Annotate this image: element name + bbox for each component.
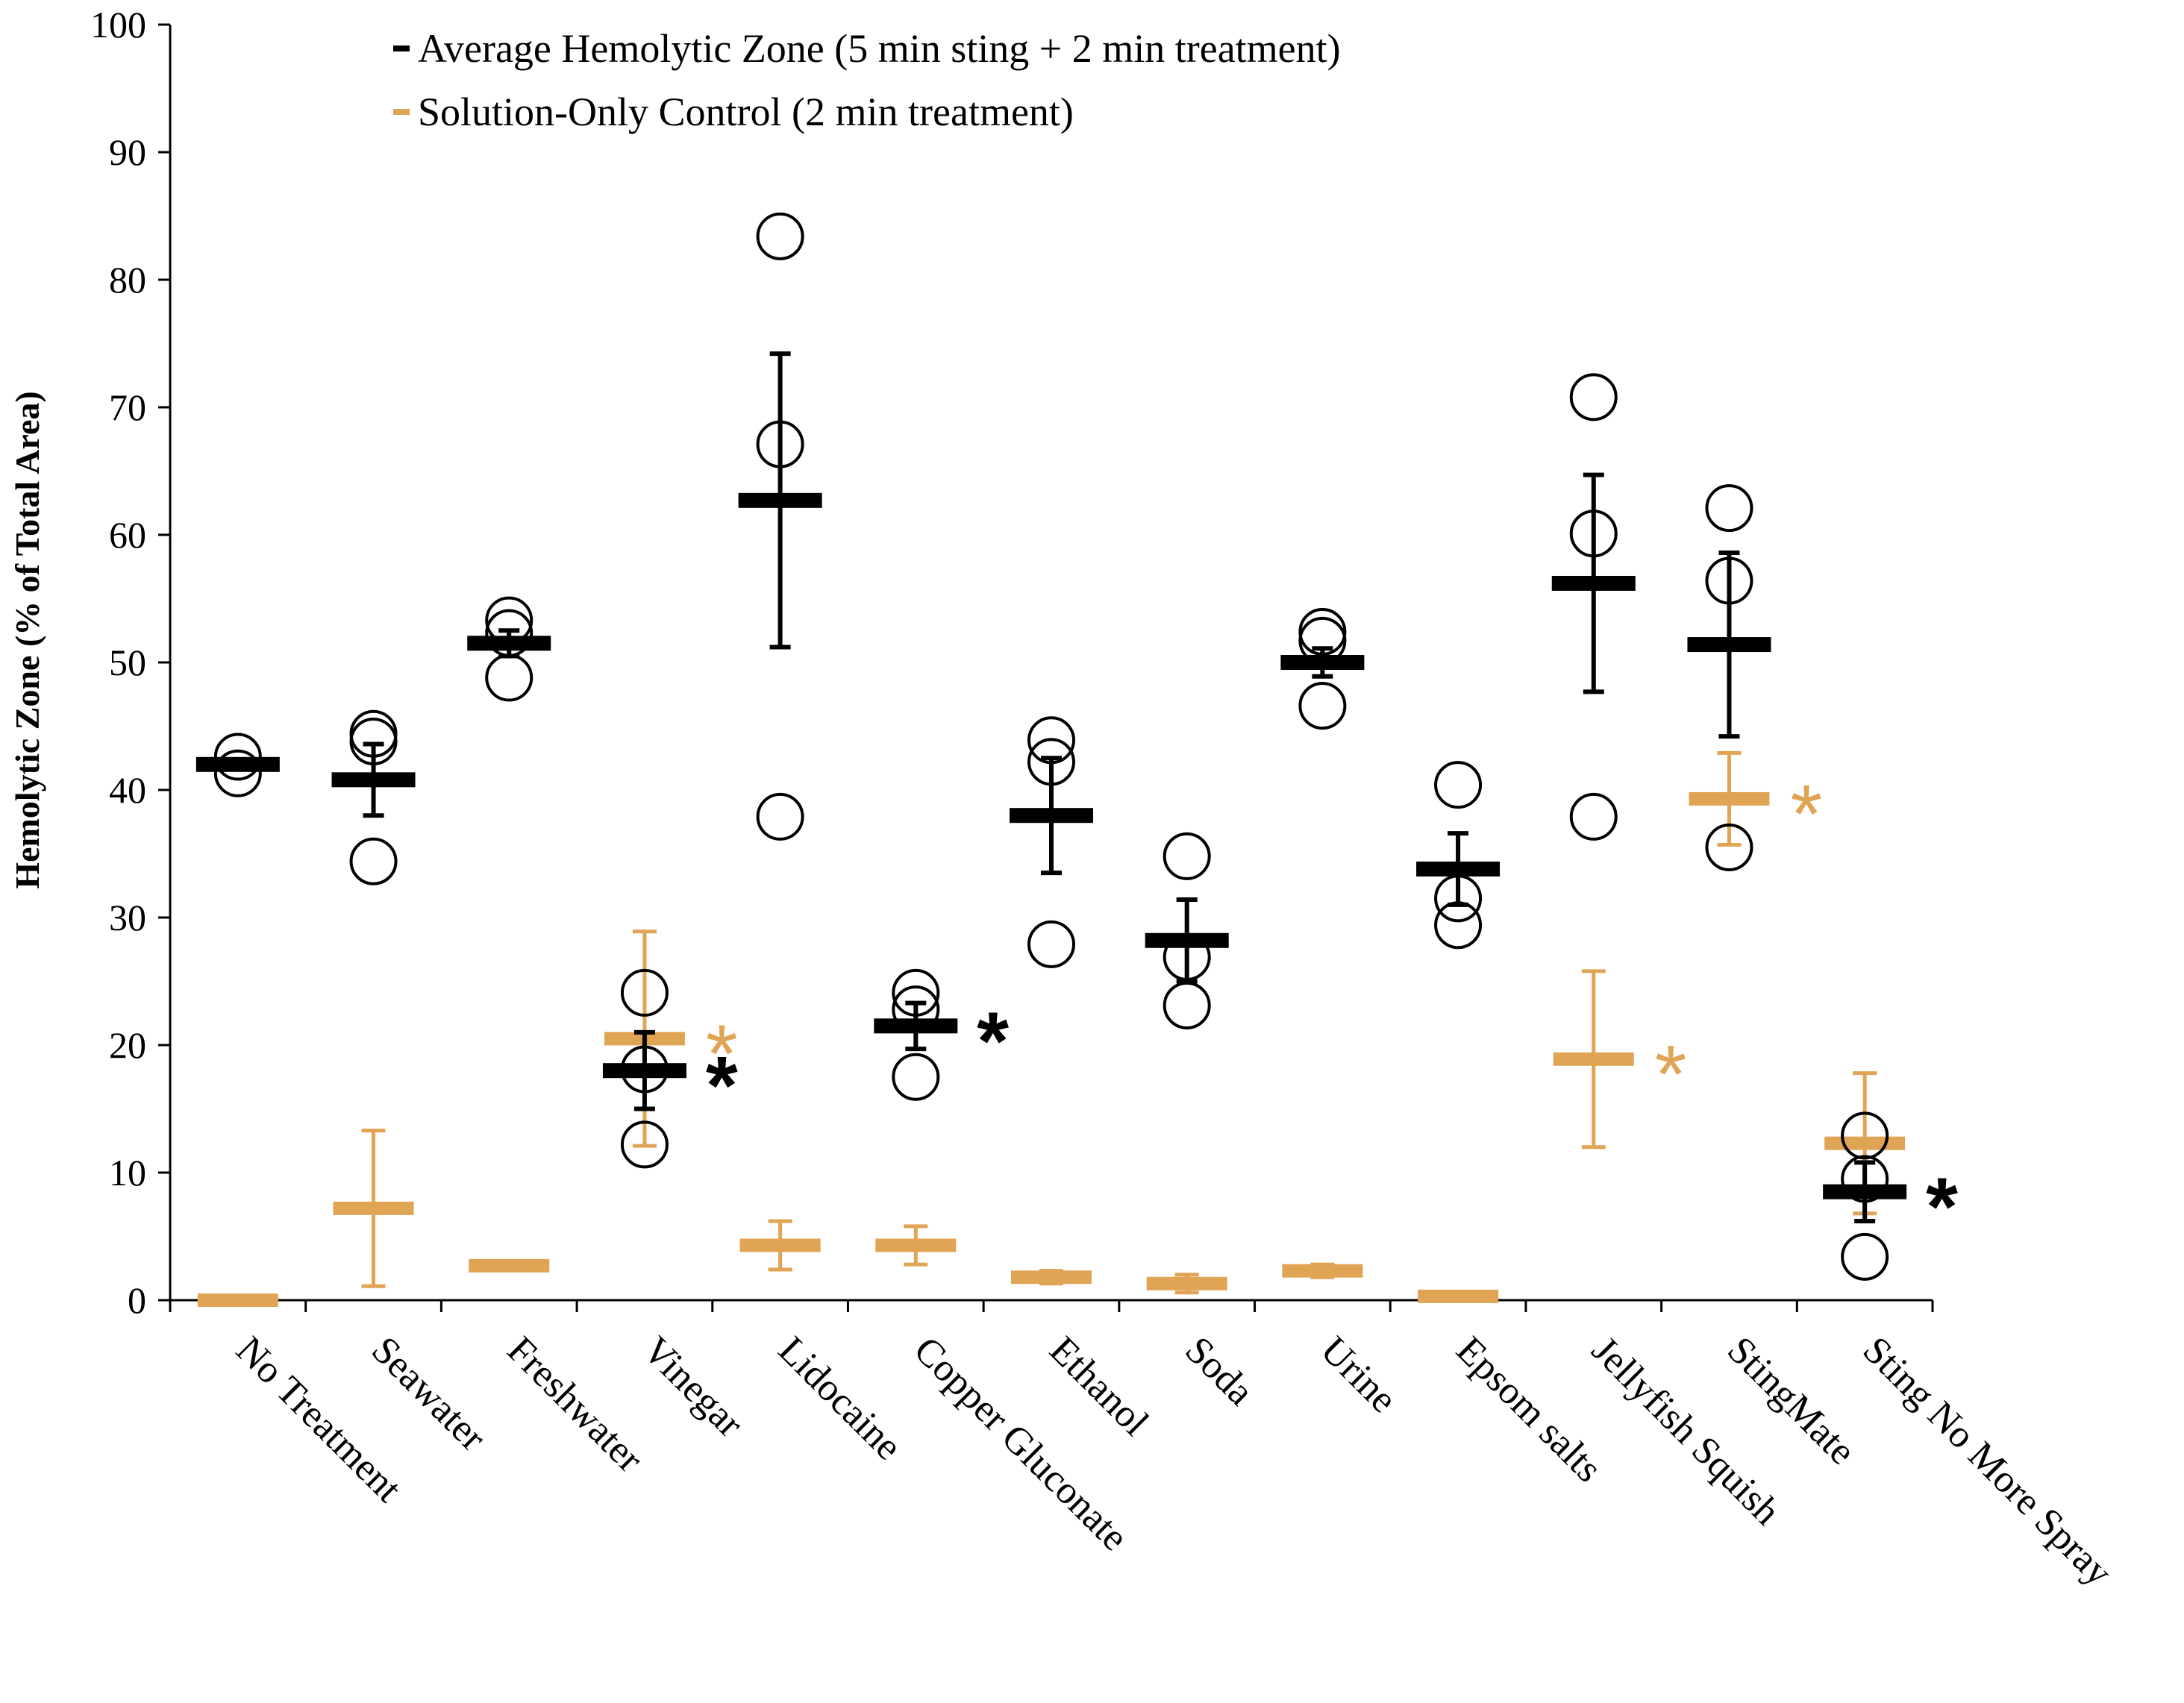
y-tick-label: 0: [128, 1279, 146, 1321]
treatment-data-point: [756, 212, 804, 260]
legend-swatch: [393, 46, 410, 51]
y-tick-label: 80: [109, 259, 146, 301]
control-mean-bar: [333, 1201, 414, 1215]
treatment-mean-bar: [1823, 1184, 1907, 1199]
x-category-label: Urine: [1312, 1329, 1405, 1421]
treatment-data-point: [349, 837, 398, 885]
control-mean-bar: [739, 1238, 821, 1252]
treatment-data-point: [1434, 761, 1483, 809]
treatment-data-point: [1027, 920, 1075, 968]
y-tick-label: 70: [109, 386, 146, 428]
control-mean-bar: [1282, 1264, 1363, 1278]
control-mean-bar: [469, 1258, 550, 1273]
treatment-mean-bar: [331, 772, 416, 788]
treatment-mean-bar: [874, 1018, 958, 1034]
treatment-significance-star: *: [1926, 1161, 1958, 1253]
y-tick-label: 60: [109, 514, 146, 556]
x-category-label: Lidocaine: [770, 1329, 910, 1468]
x-category-label: Vinegar: [634, 1329, 751, 1446]
treatment-significance-star: *: [977, 995, 1009, 1087]
treatment-mean-bar: [738, 492, 822, 508]
x-category-label: Sting No More Spray: [1855, 1329, 2121, 1594]
treatment-data-point: [1163, 981, 1211, 1029]
treatment-data-point: [1298, 682, 1347, 730]
treatment-data-point: [1569, 373, 1618, 421]
x-category-label: Epsom salts: [1448, 1329, 1610, 1490]
treatment-data-point: [620, 968, 669, 1017]
y-tick-label: 100: [90, 4, 146, 46]
treatment-data-point: [213, 733, 262, 781]
treatment-data-point: [620, 1120, 669, 1169]
y-tick-label: 20: [109, 1024, 146, 1066]
treatment-data-point: [485, 653, 534, 702]
control-mean-bar: [1689, 791, 1770, 806]
treatment-data-point: [213, 749, 262, 797]
treatment-data-point: [1705, 823, 1753, 871]
y-tick-label: 30: [109, 897, 146, 938]
treatment-data-point: [1434, 901, 1483, 950]
control-significance-star: *: [1790, 768, 1822, 860]
control-significance-star: *: [706, 1008, 738, 1100]
x-category-label: Freshwater: [499, 1329, 651, 1481]
x-category-label: StingMate: [1719, 1329, 1864, 1473]
treatment-data-point: [756, 792, 804, 841]
control-mean-bar: [1553, 1052, 1634, 1066]
control-mean-bar: [1146, 1276, 1227, 1290]
control-mean-bar: [1824, 1136, 1906, 1150]
y-tick-label: 90: [109, 131, 146, 173]
y-tick-label: 50: [109, 642, 146, 683]
treatment-mean-bar: [1010, 808, 1093, 824]
control-mean-bar: [1418, 1289, 1499, 1303]
treatment-data-point: [1841, 1111, 1889, 1160]
control-mean-bar: [197, 1293, 278, 1307]
legend-label: Average Hemolytic Zone (5 min sting + 2 …: [418, 26, 1341, 71]
treatment-mean-bar: [195, 756, 280, 772]
control-mean-bar: [875, 1238, 957, 1252]
control-mean-bar: [1011, 1270, 1092, 1285]
treatment-data-point: [1163, 832, 1211, 880]
y-tick-label: 40: [109, 769, 146, 811]
treatment-data-point: [892, 1053, 940, 1101]
control-significance-star: *: [1655, 1029, 1687, 1120]
treatment-mean-bar: [1687, 637, 1771, 653]
treatment-mean-bar: [602, 1063, 686, 1079]
x-category-label: Ethanol: [1042, 1329, 1157, 1444]
legend-label: Solution-Only Control (2 min treatment): [418, 90, 1074, 134]
y-axis-label: Hemolytic Zone (% of Total Area): [8, 391, 46, 888]
treatment-data-point: [1569, 792, 1618, 841]
treatment-mean-bar: [1551, 575, 1636, 591]
marks: ** * ***: [195, 212, 1958, 1307]
treatment-significance-star: *: [706, 1040, 738, 1132]
treatment-mean-bar: [467, 636, 551, 651]
y-tick-label: 10: [109, 1152, 146, 1194]
treatment-data-point: [1705, 484, 1753, 533]
x-category-label: Soda: [1177, 1329, 1262, 1414]
treatment-mean-bar: [1280, 655, 1365, 670]
treatment-mean-bar: [1416, 862, 1501, 877]
treatment-data-point: [1841, 1232, 1889, 1281]
treatment-mean-bar: [1145, 932, 1229, 948]
x-category-label: Seawater: [363, 1329, 494, 1459]
legend-swatch: [393, 109, 410, 115]
legend: Average Hemolytic Zone (5 min sting + 2 …: [393, 26, 1341, 134]
